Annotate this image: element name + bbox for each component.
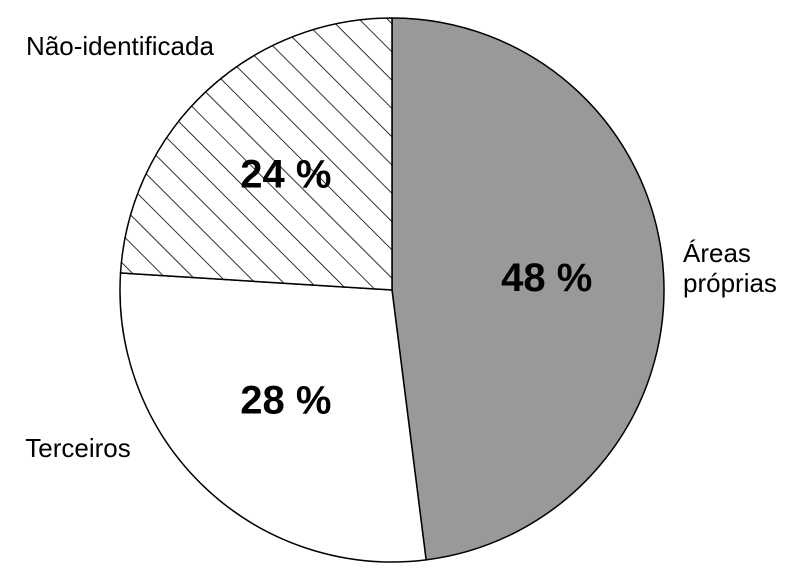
pie-slice: [119, 17, 393, 291]
value-label: 28 %: [240, 379, 331, 423]
category-label: Terceiros: [25, 433, 130, 463]
value-label: 24 %: [240, 153, 331, 197]
category-label: Não-identificada: [26, 31, 214, 61]
value-label: 48 %: [501, 256, 592, 300]
pie-slice: [119, 272, 427, 563]
pie-slice: [391, 17, 665, 561]
category-label: Áreas próprias: [683, 238, 777, 298]
